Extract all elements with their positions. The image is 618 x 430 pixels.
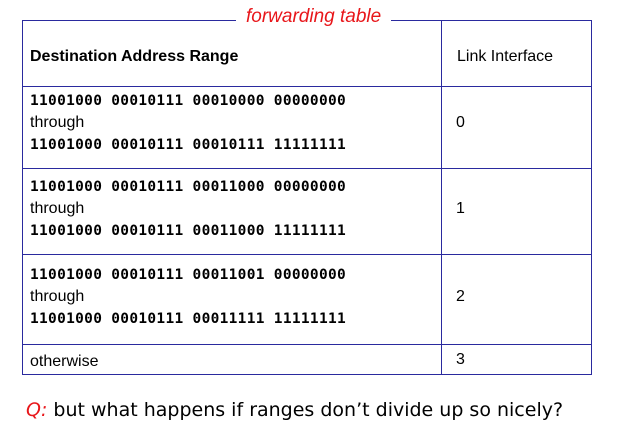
column-divider	[441, 20, 442, 375]
link-interface-value: 2	[456, 288, 465, 305]
range-end: 11001000 00010111 00011000 11111111	[30, 223, 347, 239]
range-through: through	[30, 114, 85, 131]
question-text: Q: but what happens if ranges don’t divi…	[26, 399, 563, 421]
header-divider	[22, 86, 592, 87]
link-interface-value: 0	[456, 114, 465, 131]
link-interface-value: 1	[456, 200, 465, 217]
header-link-interface: Link Interface	[457, 48, 554, 65]
question-prefix: Q:	[26, 399, 48, 421]
range-end: 11001000 00010111 00011111 11111111	[30, 311, 347, 327]
range-start: 11001000 00010111 00010000 00000000	[30, 93, 347, 109]
otherwise-label: otherwise	[30, 353, 99, 370]
table-row-range: 11001000 00010111 00011000 00000000 thro…	[30, 176, 346, 242]
table-title: forwarding table	[236, 6, 392, 28]
question-body: but what happens if ranges don’t divide …	[47, 399, 564, 421]
row-divider-3	[22, 344, 592, 345]
row-divider-1	[22, 168, 592, 169]
header-destination-range: Destination Address Range	[30, 48, 239, 65]
range-start: 11001000 00010111 00011000 00000000	[30, 179, 347, 195]
range-through: through	[30, 200, 85, 217]
otherwise-link-interface: 3	[456, 351, 465, 368]
range-end: 11001000 00010111 00010111 11111111	[30, 137, 347, 153]
table-row-range: 11001000 00010111 00010000 00000000 thro…	[30, 90, 346, 156]
row-divider-2	[22, 254, 592, 255]
table-row-range: 11001000 00010111 00011001 00000000 thro…	[30, 264, 346, 330]
range-through: through	[30, 288, 85, 305]
range-start: 11001000 00010111 00011001 00000000	[30, 267, 347, 283]
